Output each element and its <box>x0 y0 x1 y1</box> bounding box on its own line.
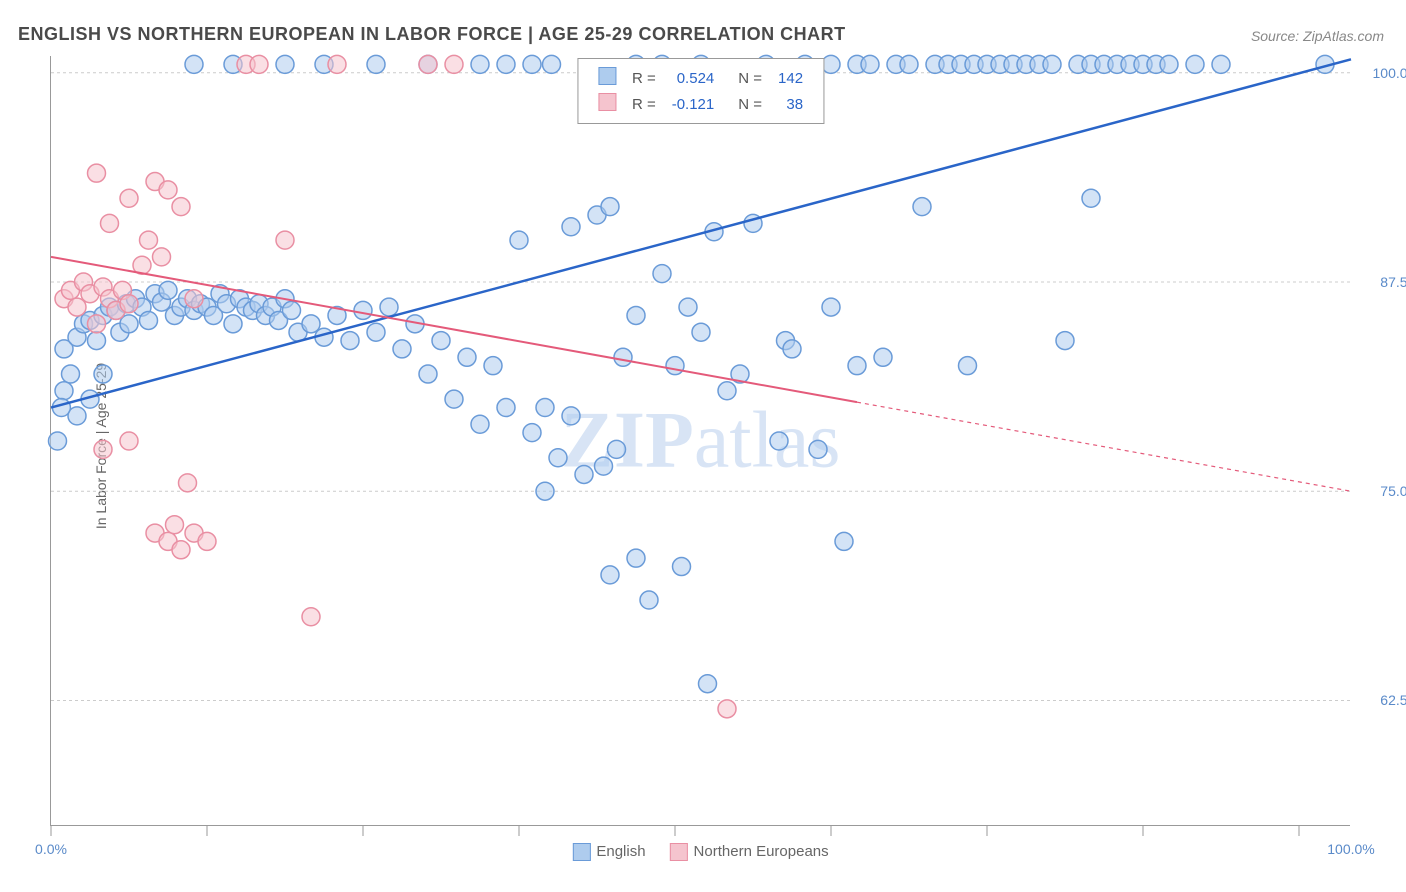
legend-bottom-item: Northern Europeans <box>670 843 829 861</box>
legend-top-row: R = 0.524 N = 142 <box>590 65 811 91</box>
chart-title: ENGLISH VS NORTHERN EUROPEAN IN LABOR FO… <box>18 24 846 45</box>
legend-top: R = 0.524 N = 142 R = -0.121 N = 38 <box>577 58 824 124</box>
legend-bottom: English Northern Europeans <box>572 843 828 861</box>
legend-bottom-item: English <box>572 843 645 861</box>
y-tick-label: 87.5% <box>1380 274 1406 290</box>
x-tick-label: 100.0% <box>1327 841 1374 857</box>
y-tick-label: 75.0% <box>1380 483 1406 499</box>
y-tick-label: 100.0% <box>1373 65 1406 81</box>
plot-svg <box>51 56 1350 825</box>
legend-top-row: R = -0.121 N = 38 <box>590 91 811 117</box>
legend-top-table: R = 0.524 N = 142 R = -0.121 N = 38 <box>590 65 811 117</box>
x-tick-label: 0.0% <box>35 841 67 857</box>
source-attribution: Source: ZipAtlas.com <box>1251 28 1384 44</box>
y-tick-label: 62.5% <box>1380 692 1406 708</box>
chart-container: ENGLISH VS NORTHERN EUROPEAN IN LABOR FO… <box>0 0 1406 892</box>
plot-area: ZIPatlas R = 0.524 N = 142 R = -0.121 N … <box>50 56 1350 826</box>
